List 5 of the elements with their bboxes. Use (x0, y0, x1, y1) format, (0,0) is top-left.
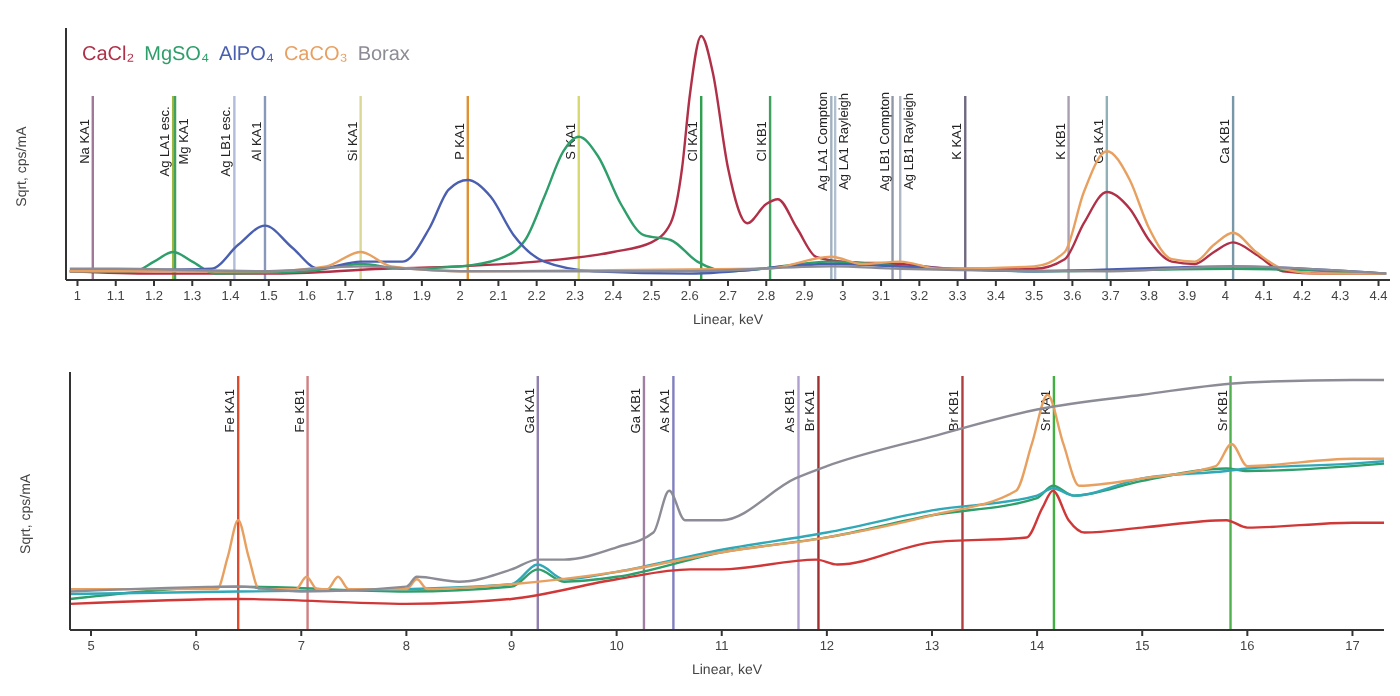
text: MgSO₄ (144, 44, 210, 66)
text: CaCl₂ (82, 44, 135, 66)
text: Borax (357, 44, 410, 66)
text: AlPO₄ (219, 44, 274, 66)
text: CaCO₃ (283, 44, 348, 66)
